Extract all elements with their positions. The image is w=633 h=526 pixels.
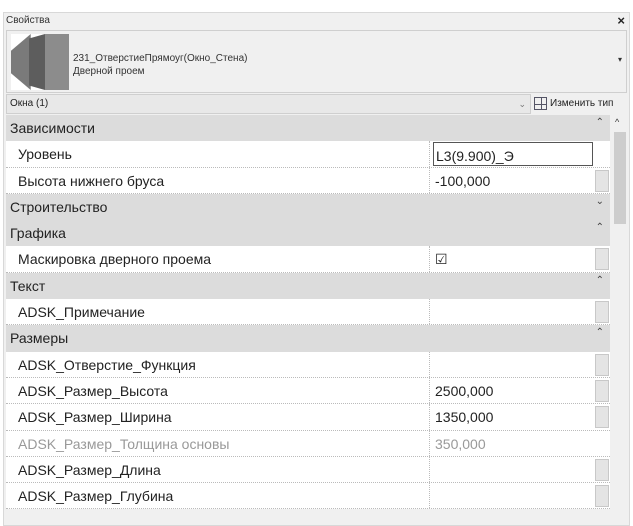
property-browse-button[interactable] [595,248,609,271]
property-label: ADSK_Отверстие_Функция [18,351,430,377]
group-header[interactable]: Зависимости ⌃ [6,115,610,142]
collapse-toggle-icon[interactable]: ⌃ [595,222,604,234]
type-label: Дверной проем [73,66,145,77]
scroll-up-icon[interactable]: ^ [615,117,620,127]
panel-title: Свойства [6,15,50,26]
property-row: ADSK_Размер_Длина [6,456,610,484]
property-row: ADSK_Размер_Глубина [6,483,610,510]
group-name: Размеры [10,330,69,347]
property-label: ADSK_Размер_Высота [18,377,430,404]
scrollbar-thumb[interactable] [614,132,626,224]
group-header[interactable]: Графика ⌃ [6,220,610,247]
dropdown-arrow-icon[interactable]: ▾ [617,55,622,64]
collapse-toggle-icon[interactable]: ⌃ [595,274,604,286]
collapse-toggle-icon[interactable]: ⌃ [595,327,604,339]
properties-panel: Свойства × 231_ОтверстиеПрямоуг(Окно_Сте… [3,12,630,526]
property-row: Маскировка дверного проема ☑ [6,246,610,273]
property-browse-button[interactable] [595,485,609,508]
properties-grid: Зависимости ⌃ Уровень L3(9.900)_Э Высота ниж… [6,115,610,510]
chevron-down-icon: ⌄ [518,99,526,109]
group-header[interactable]: Размеры ⌃ [6,325,610,352]
property-row: ADSK_Отверстие_Функция [6,351,610,378]
property-label: ADSK_Размер_Ширина [18,404,430,430]
property-row: ADSK_Размер_Высота 2500,000 [6,377,610,405]
instance-filter-select[interactable]: Окна (1) ⌄ [6,94,531,114]
property-label: ADSK_Размер_Толщина основы [18,430,430,456]
property-row: ADSK_Примечание [6,299,610,326]
group-name: Строительство [10,198,108,215]
filter-value: Окна (1) [10,98,49,109]
family-name: 231_ОтверстиеПрямоуг(Окно_Стена) [73,53,248,64]
property-browse-button[interactable] [595,379,609,402]
property-value[interactable] [433,299,593,324]
property-label: Высота нижнего бруса [18,167,430,193]
edit-type-label: Изменить тип [550,98,614,109]
property-value: 350,000 [435,435,486,452]
edit-type-button[interactable]: Изменить тип [534,94,613,114]
property-row: ADSK_Размер_Толщина основы 350,000 [6,430,610,457]
group-name: Графика [10,225,66,242]
property-label: ADSK_Примечание [18,299,430,325]
property-browse-button[interactable] [595,406,609,429]
property-row: Высота нижнего бруса -100,000 [6,167,610,194]
property-label: ADSK_Размер_Глубина [18,483,430,509]
group-name: Текст [10,277,46,294]
type-selector[interactable]: 231_ОтверстиеПрямоуг(Окно_Стена) Дверной… [6,30,627,93]
scrollbar[interactable]: ^ [612,115,628,255]
property-value[interactable]: -100,000 [435,172,491,189]
property-value[interactable] [433,483,593,508]
property-browse-button[interactable] [595,169,609,192]
collapse-toggle-icon[interactable]: ⌃ [595,117,604,128]
property-value[interactable]: 2500,000 [435,382,494,399]
property-browse-button[interactable] [595,301,609,324]
property-value[interactable] [433,352,593,377]
property-value[interactable] [433,457,593,482]
group-name: Зависимости [10,120,95,136]
property-browse-button[interactable] [595,353,609,376]
door-opening-thumbnail-icon [11,34,69,90]
property-label: ADSK_Размер_Длина [18,456,430,483]
property-label: Маскировка дверного проема [18,246,430,272]
group-header[interactable]: Строительство ⌄ [6,193,610,221]
edit-type-icon [534,96,547,110]
collapse-toggle-icon[interactable]: ⌄ [595,195,604,207]
property-value[interactable]: L3(9.900)_Э [433,142,593,167]
group-header[interactable]: Текст ⌃ [6,272,610,300]
type-name: 231_ОтверстиеПрямоуг(Окно_Стена) Дверной… [73,52,247,78]
close-icon[interactable]: × [617,13,625,28]
property-label: Уровень [18,141,430,167]
property-row: ADSK_Размер_Ширина 1350,000 [6,404,610,431]
property-browse-button[interactable] [595,458,609,481]
property-value[interactable]: 1350,000 [435,409,494,426]
property-value[interactable]: ☑ [435,251,448,268]
property-row: Уровень L3(9.900)_Э [6,141,610,168]
